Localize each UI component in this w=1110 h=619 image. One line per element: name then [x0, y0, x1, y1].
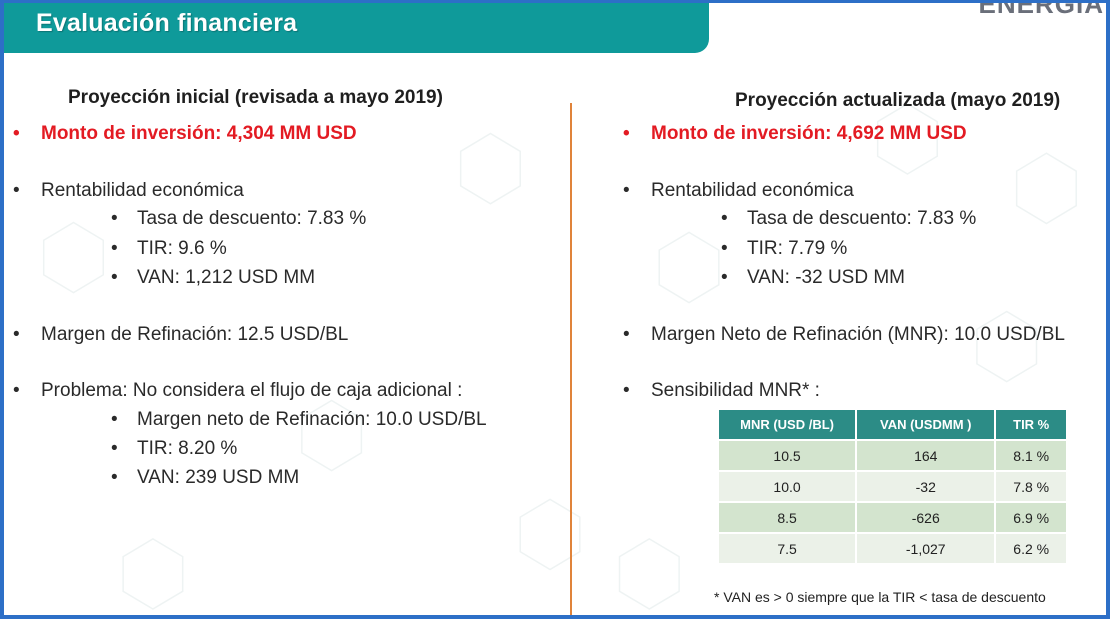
table-cell: -32 [857, 472, 995, 501]
table-header-mnr: MNR (USD /BL) [719, 410, 856, 439]
left-problema-text: Problema: No considera el flujo de caja … [41, 380, 463, 401]
bullet-icon: • [721, 238, 728, 259]
table-header-van: VAN (USDMM ) [857, 410, 995, 439]
bullet-icon: • [111, 238, 118, 259]
bullet-icon: • [13, 180, 20, 201]
right-margen: • Margen Neto de Refinación (MNR): 10.0 … [623, 324, 1065, 346]
right-van: • VAN: -32 USD MM [721, 267, 906, 289]
left-investment-text: Monto de inversión: 4,304 MM USD [41, 123, 357, 144]
left-tir-text: TIR: 9.6 % [137, 238, 227, 259]
table-cell: 10.5 [719, 441, 856, 470]
table-row: 7.5 -1,027 6.2 % [719, 534, 1066, 563]
right-tasa-text: Tasa de descuento: 7.83 % [747, 208, 977, 229]
bullet-icon: • [13, 324, 20, 345]
right-investment: • Monto de inversión: 4,692 MM USD [623, 123, 967, 145]
right-rentabilidad-text: Rentabilidad económica [651, 180, 854, 201]
left-investment: • Monto de inversión: 4,304 MM USD [13, 123, 357, 145]
left-van2-text: VAN: 239 USD MM [137, 467, 300, 488]
left-tasa: • Tasa de descuento: 7.83 % [111, 208, 367, 230]
left-rentabilidad-text: Rentabilidad económica [41, 180, 244, 201]
right-sensibilidad-text: Sensibilidad MNR* : [651, 380, 820, 401]
left-margen-neto: • Margen neto de Refinación: 10.0 USD/BL [111, 409, 487, 431]
right-margen-text: Margen Neto de Refinación (MNR): 10.0 US… [651, 324, 1065, 345]
bullet-icon: • [623, 123, 630, 144]
bullet-icon: • [623, 180, 630, 201]
column-divider [570, 103, 572, 615]
right-tir-text: TIR: 7.79 % [747, 238, 848, 259]
table-row: 8.5 -626 6.9 % [719, 503, 1066, 532]
bullet-icon: • [721, 267, 728, 288]
right-rentabilidad: • Rentabilidad económica [623, 180, 854, 202]
bullet-icon: • [623, 380, 630, 401]
bullet-icon: • [13, 123, 20, 144]
left-problema: • Problema: No considera el flujo de caj… [13, 380, 463, 402]
bullet-icon: • [111, 467, 118, 488]
left-margen-neto-text: Margen neto de Refinación: 10.0 USD/BL [137, 409, 487, 430]
right-tir: • TIR: 7.79 % [721, 238, 848, 260]
left-van2: • VAN: 239 USD MM [111, 467, 300, 489]
table-cell: 6.9 % [996, 503, 1066, 532]
table-cell: 8.5 [719, 503, 856, 532]
table-cell: 7.8 % [996, 472, 1066, 501]
table-cell: -626 [857, 503, 995, 532]
table-row: 10.5 164 8.1 % [719, 441, 1066, 470]
table-cell: 8.1 % [996, 441, 1066, 470]
table-cell: 6.2 % [996, 534, 1066, 563]
title-banner: Evaluación financiera [4, 3, 709, 53]
logo-fragment: ENERGIA [978, 0, 1104, 19]
sensitivity-table: MNR (USD /BL) VAN (USDMM ) TIR % 10.5 16… [717, 408, 1068, 565]
bullet-icon: • [13, 380, 20, 401]
left-margen-text: Margen de Refinación: 12.5 USD/BL [41, 324, 349, 345]
table-header-tir: TIR % [996, 410, 1066, 439]
background-hexagon-pattern [42, 102, 1077, 610]
left-van-text: VAN: 1,212 USD MM [137, 267, 316, 288]
right-sensibilidad: • Sensibilidad MNR* : [623, 380, 820, 402]
table-footnote: * VAN es > 0 siempre que la TIR < tasa d… [714, 589, 1046, 605]
bullet-icon: • [623, 324, 630, 345]
table-header-row: MNR (USD /BL) VAN (USDMM ) TIR % [719, 410, 1066, 439]
right-investment-text: Monto de inversión: 4,692 MM USD [651, 123, 967, 144]
slide-title: Evaluación financiera [36, 9, 298, 37]
right-heading: Proyección actualizada (mayo 2019) [735, 90, 1061, 111]
left-margen: • Margen de Refinación: 12.5 USD/BL [13, 324, 349, 346]
table-cell: 7.5 [719, 534, 856, 563]
table-row: 10.0 -32 7.8 % [719, 472, 1066, 501]
right-tasa: • Tasa de descuento: 7.83 % [721, 208, 977, 230]
left-van: • VAN: 1,212 USD MM [111, 267, 316, 289]
table-cell: -1,027 [857, 534, 995, 563]
table-cell: 10.0 [719, 472, 856, 501]
left-rentabilidad: • Rentabilidad económica [13, 180, 244, 202]
left-tir: • TIR: 9.6 % [111, 238, 227, 260]
bullet-icon: • [721, 208, 728, 229]
table-cell: 164 [857, 441, 995, 470]
left-tir2: • TIR: 8.20 % [111, 438, 238, 460]
bullet-icon: • [111, 438, 118, 459]
bullet-icon: • [111, 208, 118, 229]
bullet-icon: • [111, 409, 118, 430]
right-van-text: VAN: -32 USD MM [747, 267, 906, 288]
left-heading: Proyección inicial (revisada a mayo 2019… [68, 87, 443, 108]
left-tir2-text: TIR: 8.20 % [137, 438, 238, 459]
bullet-icon: • [111, 267, 118, 288]
left-tasa-text: Tasa de descuento: 7.83 % [137, 208, 367, 229]
